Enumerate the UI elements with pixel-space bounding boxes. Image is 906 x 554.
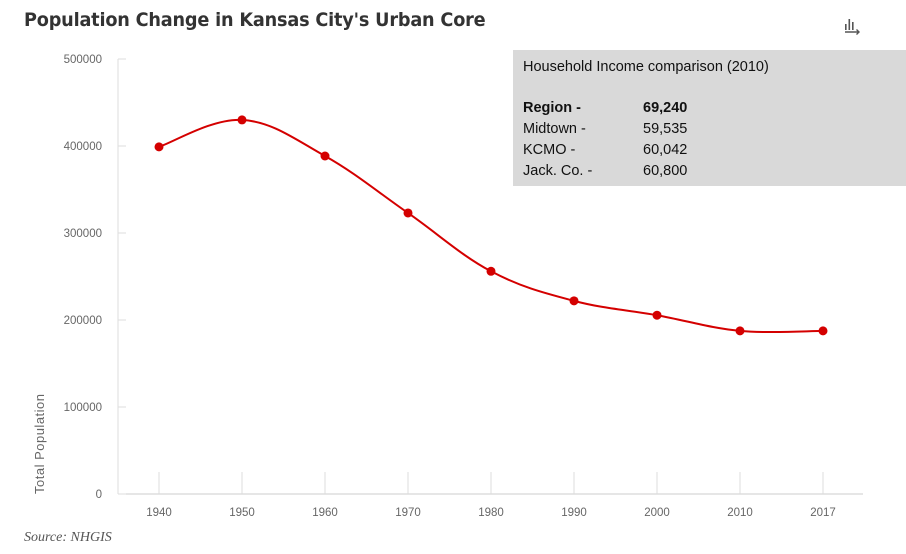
source-note: Source: NHGIS	[24, 530, 112, 545]
data-point	[403, 208, 413, 218]
income-label: Jack. Co. -	[523, 163, 593, 179]
y-tick-label: 400000	[64, 141, 102, 153]
x-tick-label: 1940	[146, 507, 172, 519]
data-point	[569, 296, 579, 306]
income-label: KCMO -	[523, 142, 576, 158]
data-point	[652, 310, 662, 320]
data-point	[237, 115, 247, 125]
income-value: 59,535	[643, 121, 688, 137]
x-tick-label: 2000	[644, 507, 670, 519]
x-tick-label: 1960	[312, 507, 338, 519]
data-point	[818, 326, 828, 336]
income-label: Region -	[523, 100, 581, 116]
income-value: 60,042	[643, 142, 688, 158]
chart-title: Population Change in Kansas City's Urban…	[24, 9, 486, 31]
y-axis-title: Total Population	[32, 393, 47, 494]
data-point	[735, 326, 745, 336]
x-tick-label: 2017	[810, 507, 836, 519]
data-point	[154, 142, 164, 152]
x-tick-label: 1970	[395, 507, 421, 519]
income-value: 69,240	[643, 100, 688, 116]
household-income-box: Household Income comparison (2010) Regio…	[513, 50, 906, 186]
infobox-title: Household Income comparison (2010)	[523, 59, 769, 75]
y-tick-label: 0	[96, 489, 102, 501]
y-tick-label: 300000	[64, 228, 102, 240]
y-tick-label: 500000	[64, 54, 102, 66]
y-tick-label: 200000	[64, 315, 102, 327]
x-tick-label: 2010	[727, 507, 753, 519]
chart-export-icon[interactable]	[842, 16, 862, 36]
x-tick-label: 1980	[478, 507, 504, 519]
y-tick-label: 100000	[64, 402, 102, 414]
data-point	[486, 266, 496, 276]
income-value: 60,800	[643, 163, 688, 179]
data-point	[320, 151, 330, 161]
x-tick-label: 1990	[561, 507, 587, 519]
x-tick-label: 1950	[229, 507, 255, 519]
income-label: Midtown -	[523, 121, 586, 137]
